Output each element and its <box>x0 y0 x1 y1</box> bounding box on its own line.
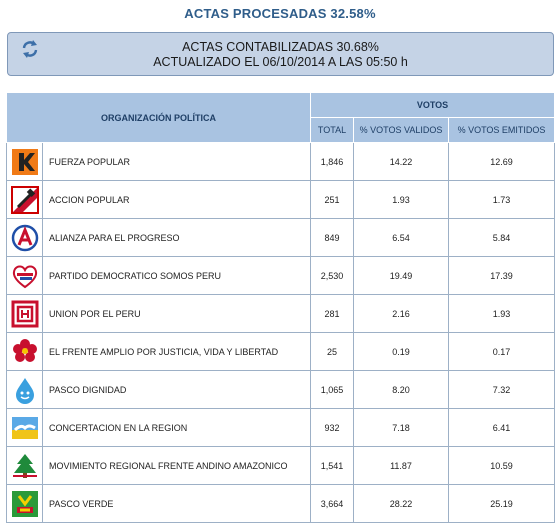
union-peru-logo <box>11 300 39 328</box>
last-updated-text: ACTUALIZADO EL 06/10/2014 A LAS 05:50 h <box>153 55 408 69</box>
concertacion-logo <box>11 414 39 442</box>
accion-popular-logo <box>10 185 39 214</box>
votes-total: 932 <box>310 408 354 447</box>
votes-emitidos: 7.32 <box>448 370 555 409</box>
votes-emitidos: 10.59 <box>448 446 555 485</box>
table-row: ALIANZA PARA EL PROGRESO 849 6.54 5.84 <box>6 218 555 257</box>
table-row: PASCO VERDE 3,664 28.22 25.19 <box>6 484 555 523</box>
party-name: UNION POR EL PERU <box>42 294 311 333</box>
votes-total: 849 <box>310 218 354 257</box>
party-name: FUERZA POPULAR <box>42 142 311 181</box>
votes-emitidos: 5.84 <box>448 218 555 257</box>
actas-contabilizadas-text: ACTAS CONTABILIZADAS 30.68% <box>182 40 379 54</box>
votes-total: 251 <box>310 180 354 219</box>
table-row: MOVIMIENTO REGIONAL FRENTE ANDINO AMAZON… <box>6 446 555 485</box>
table-row: ACCION POPULAR 251 1.93 1.73 <box>6 180 555 219</box>
alianza-progreso-logo <box>11 224 39 252</box>
column-header-votos: VOTOS <box>310 92 555 118</box>
votes-validos: 2.16 <box>353 294 449 333</box>
fuerza-popular-logo <box>11 148 39 176</box>
status-panel: ACTAS CONTABILIZADAS 30.68% ACTUALIZADO … <box>7 32 554 76</box>
table-row: UNION POR EL PERU 281 2.16 1.93 <box>6 294 555 333</box>
table-row: FUERZA POPULAR 1,846 14.22 12.69 <box>6 142 555 181</box>
votes-validos: 7.18 <box>353 408 449 447</box>
votes-total: 25 <box>310 332 354 371</box>
votes-validos: 0.19 <box>353 332 449 371</box>
votes-total: 1,541 <box>310 446 354 485</box>
column-header-votos-validos: % VOTOS VALIDOS <box>353 117 449 143</box>
party-name: PASCO DIGNIDAD <box>42 370 311 409</box>
refresh-icon[interactable] <box>20 39 40 59</box>
votes-emitidos: 12.69 <box>448 142 555 181</box>
frente-amplio-logo <box>11 338 39 366</box>
votes-emitidos: 0.17 <box>448 332 555 371</box>
votes-validos: 11.87 <box>353 446 449 485</box>
party-name: EL FRENTE AMPLIO POR JUSTICIA, VIDA Y LI… <box>42 332 311 371</box>
party-name: MOVIMIENTO REGIONAL FRENTE ANDINO AMAZON… <box>42 446 311 485</box>
votes-emitidos: 1.73 <box>448 180 555 219</box>
somos-peru-logo <box>11 262 39 290</box>
votes-validos: 28.22 <box>353 484 449 523</box>
page-title: ACTAS PROCESADAS 32.58% <box>184 6 376 21</box>
party-name: CONCERTACION EN LA REGION <box>42 408 311 447</box>
votes-total: 281 <box>310 294 354 333</box>
votes-validos: 14.22 <box>353 142 449 181</box>
table-row: PASCO DIGNIDAD 1,065 8.20 7.32 <box>6 370 555 409</box>
votes-validos: 19.49 <box>353 256 449 295</box>
votes-total: 1,065 <box>310 370 354 409</box>
pasco-dignidad-logo <box>11 376 39 404</box>
votes-total: 1,846 <box>310 142 354 181</box>
votes-emitidos: 1.93 <box>448 294 555 333</box>
votes-emitidos: 6.41 <box>448 408 555 447</box>
party-name: ALIANZA PARA EL PROGRESO <box>42 218 311 257</box>
table-row: EL FRENTE AMPLIO POR JUSTICIA, VIDA Y LI… <box>6 332 555 371</box>
votes-validos: 8.20 <box>353 370 449 409</box>
votes-validos: 1.93 <box>353 180 449 219</box>
votes-emitidos: 25.19 <box>448 484 555 523</box>
pasco-verde-logo <box>11 490 39 518</box>
results-table: ORGANIZACIÓN POLÍTICA VOTOS TOTAL % VOTO… <box>6 92 555 523</box>
column-header-total: TOTAL <box>310 117 354 143</box>
column-header-votos-emitidos: % VOTOS EMITIDOS <box>448 117 555 143</box>
votes-emitidos: 17.39 <box>448 256 555 295</box>
votes-validos: 6.54 <box>353 218 449 257</box>
votes-total: 3,664 <box>310 484 354 523</box>
party-name: PARTIDO DEMOCRATICO SOMOS PERU <box>42 256 311 295</box>
votes-total: 2,530 <box>310 256 354 295</box>
party-name: PASCO VERDE <box>42 484 311 523</box>
andino-amazonico-logo <box>11 452 39 480</box>
table-row: CONCERTACION EN LA REGION 932 7.18 6.41 <box>6 408 555 447</box>
party-name: ACCION POPULAR <box>42 180 311 219</box>
column-header-organizacion: ORGANIZACIÓN POLÍTICA <box>6 92 311 143</box>
table-row: PARTIDO DEMOCRATICO SOMOS PERU 2,530 19.… <box>6 256 555 295</box>
